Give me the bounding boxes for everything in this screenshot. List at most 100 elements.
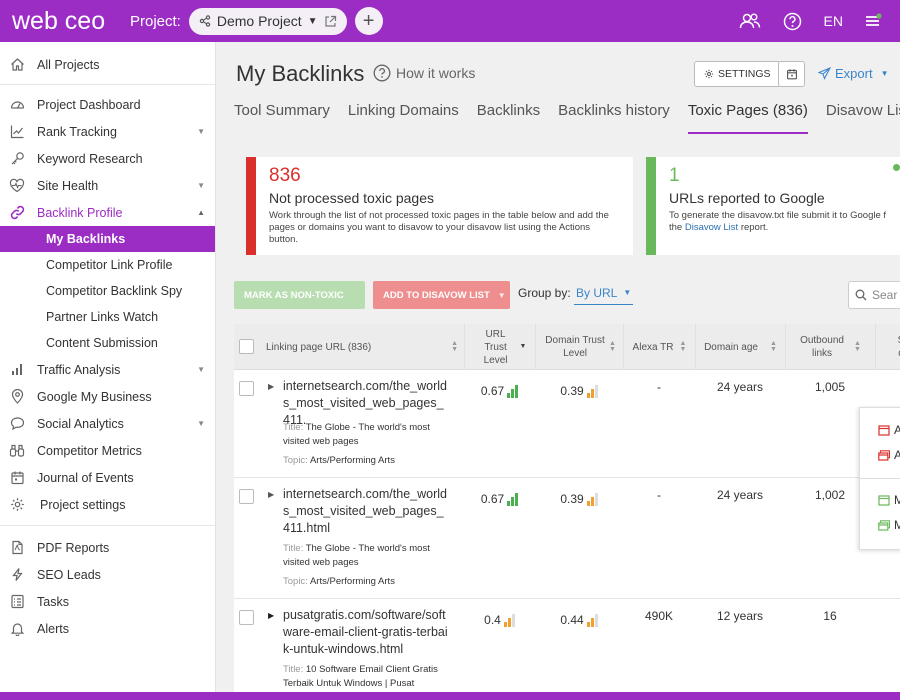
sidebar-item-rank-tracking[interactable]: Rank Tracking ▼ (0, 118, 215, 145)
add-project-button[interactable]: + (354, 7, 383, 35)
project-name: Demo Project (216, 13, 302, 29)
gauge-icon (9, 97, 25, 113)
linking-page-url[interactable]: internetsearch.com/the_worlds_most_visit… (283, 379, 447, 427)
sidebar-item-all-projects[interactable]: All Projects (0, 51, 215, 78)
column-label: Domain Trust Level (545, 335, 605, 359)
tab-backlinks-history[interactable]: Backlinks history (558, 102, 670, 119)
send-icon (818, 67, 831, 80)
popup-item-mark-domain[interactable]: M (878, 518, 900, 532)
caret-down-icon: ▼ (307, 15, 318, 27)
sidebar-item-label: Rank Tracking (37, 124, 117, 139)
column-header-outbound[interactable]: Outbound links ▲ ▼ (785, 324, 875, 370)
chevron-up-icon: ▲ (197, 208, 205, 217)
users-icon[interactable] (739, 12, 761, 30)
disavow-list-link[interactable]: Disavow List (684, 222, 739, 233)
column-header-domain-trust[interactable]: Domain Trust Level ▲ ▼ (535, 324, 623, 370)
sidebar-item-social-analytics[interactable]: Social Analytics ▼ (0, 410, 215, 437)
popup-item-add-domain[interactable]: A (878, 448, 900, 462)
outbound-links-cell: 1,005 (814, 380, 846, 394)
column-header-cutoff[interactable]: S d (875, 324, 900, 370)
sidebar-subitem-content-submission[interactable]: Content Submission (46, 336, 158, 350)
chevron-down-icon: ▼ (197, 365, 205, 374)
table-row[interactable]: ▶ pusatgratis.com/software/software-emai… (234, 599, 900, 692)
tab-linking-domains[interactable]: Linking Domains (347, 102, 459, 119)
card-text: To generate the disavow.txt file submit … (669, 210, 887, 221)
tab-bar: Tool Summary Linking Domains Backlinks B… (234, 102, 900, 134)
sidebar-item-traffic-analysis[interactable]: Traffic Analysis ▼ (0, 356, 215, 383)
sidebar-subitem-partner-links-watch[interactable]: Partner Links Watch (46, 310, 159, 324)
sidebar-subitem-competitor-link-profile[interactable]: Competitor Link Profile (46, 258, 173, 272)
calendar-button[interactable] (778, 61, 805, 87)
sidebar-item-seo-leads[interactable]: SEO Leads (0, 561, 215, 588)
popup-item-add-page[interactable]: A (878, 423, 900, 437)
url-trust-cell: 0.67 (464, 492, 535, 506)
expand-arrow-icon[interactable]: ▶ (268, 611, 275, 620)
settings-button[interactable]: SETTINGS (694, 61, 781, 87)
status-dot (893, 164, 900, 171)
domain-trust-value: 0.39 (560, 492, 584, 506)
danger-accent-bar (246, 157, 256, 255)
sidebar-item-site-health[interactable]: Site Health ▼ (0, 172, 215, 199)
page-topic-meta: Topic: Arts/Performing Arts (283, 454, 449, 468)
table-row[interactable]: ▶ internetsearch.com/the_worlds_most_vis… (234, 478, 900, 599)
tab-disavow-list[interactable]: Disavow List ( (825, 102, 900, 119)
tab-backlinks[interactable]: Backlinks (476, 102, 541, 119)
sidebar-item-project-dashboard[interactable]: Project Dashboard (0, 91, 215, 118)
chat-bubble-icon (9, 416, 25, 432)
help-circle-icon (373, 64, 391, 82)
sidebar-item-pdf-reports[interactable]: PDF Reports (0, 534, 215, 561)
how-it-works-link[interactable]: How it works (373, 64, 475, 82)
expand-arrow-icon[interactable]: ▶ (268, 490, 275, 499)
popup-item-mark-page[interactable]: M (878, 493, 900, 507)
webceo-logo[interactable]: web ceo (12, 6, 106, 35)
sidebar-item-keyword-research[interactable]: Keyword Research (0, 145, 215, 172)
export-menu[interactable]: Export ▼ (818, 66, 889, 81)
sidebar-item-label: Traffic Analysis (37, 362, 121, 377)
linking-page-url[interactable]: pusatgratis.com/software/software-email-… (283, 608, 448, 656)
column-header-url[interactable]: Linking page URL (836) ▲ ▼ (259, 324, 464, 370)
column-header-domain-age[interactable]: Domain age ▲ ▼ (695, 324, 785, 370)
checklist-icon (9, 594, 25, 610)
row-checkbox[interactable] (239, 610, 254, 625)
menu-icon[interactable] (865, 13, 882, 29)
linking-page-url[interactable]: internetsearch.com/the_worlds_most_visit… (283, 487, 447, 535)
key-icon (9, 151, 25, 167)
project-selector[interactable]: Demo Project ▼ (188, 7, 347, 35)
meta-key: Title: (283, 664, 304, 675)
row-checkbox[interactable] (239, 381, 254, 396)
sidebar-item-competitor-metrics[interactable]: Competitor Metrics (0, 437, 215, 464)
pdf-file-icon (9, 540, 25, 556)
caret-down-icon: ▼ (497, 290, 506, 300)
bar-chart-icon (9, 362, 25, 378)
sidebar-subitem-competitor-backlink-spy[interactable]: Competitor Backlink Spy (46, 284, 183, 298)
tab-tool-summary[interactable]: Tool Summary (234, 102, 330, 119)
add-to-disavow-button[interactable]: ADD TO DISAVOW LIST ▼ (373, 281, 510, 309)
help-icon[interactable] (783, 12, 802, 31)
column-header-url-trust[interactable]: URL Trust Level ▼ (464, 324, 535, 370)
sidebar-item-google-my-business[interactable]: Google My Business (0, 383, 215, 410)
group-by-select[interactable]: By URL ▼ (574, 284, 634, 305)
mark-non-toxic-button[interactable]: MARK AS NON-TOXIC (234, 281, 365, 309)
tab-toxic-pages[interactable]: Toxic Pages (836) (687, 102, 808, 134)
sidebar-item-label: Google My Business (37, 389, 152, 404)
sidebar-item-tasks[interactable]: Tasks (0, 588, 215, 615)
sidebar-subitem-my-backlinks[interactable]: My Backlinks (0, 226, 215, 252)
green-windows-icon (878, 519, 890, 531)
add-to-disavow-label: ADD TO DISAVOW LIST (383, 289, 490, 301)
table-row[interactable]: ▶ internetsearch.com/the_worlds_most_vis… (234, 370, 900, 478)
sidebar-item-journal-of-events[interactable]: Journal of Events (0, 464, 215, 491)
sidebar-item-alerts[interactable]: Alerts (0, 615, 215, 642)
search-input[interactable]: Sear (848, 281, 900, 309)
card-text: the (669, 222, 685, 233)
divider (0, 84, 215, 85)
select-all-checkbox[interactable] (239, 339, 254, 354)
sidebar-item-project-settings[interactable]: Project settings (0, 491, 215, 518)
external-link-icon[interactable] (324, 15, 337, 28)
sidebar-item-label: Project settings (40, 497, 126, 512)
sidebar-item-backlink-profile[interactable]: Backlink Profile ▲ (0, 199, 215, 226)
line-chart-icon (9, 124, 25, 140)
language-selector[interactable]: EN (823, 13, 843, 29)
row-checkbox[interactable] (239, 489, 254, 504)
column-header-alexa[interactable]: Alexa TR ▲ ▼ (623, 324, 695, 370)
expand-arrow-icon[interactable]: ▶ (268, 382, 275, 391)
